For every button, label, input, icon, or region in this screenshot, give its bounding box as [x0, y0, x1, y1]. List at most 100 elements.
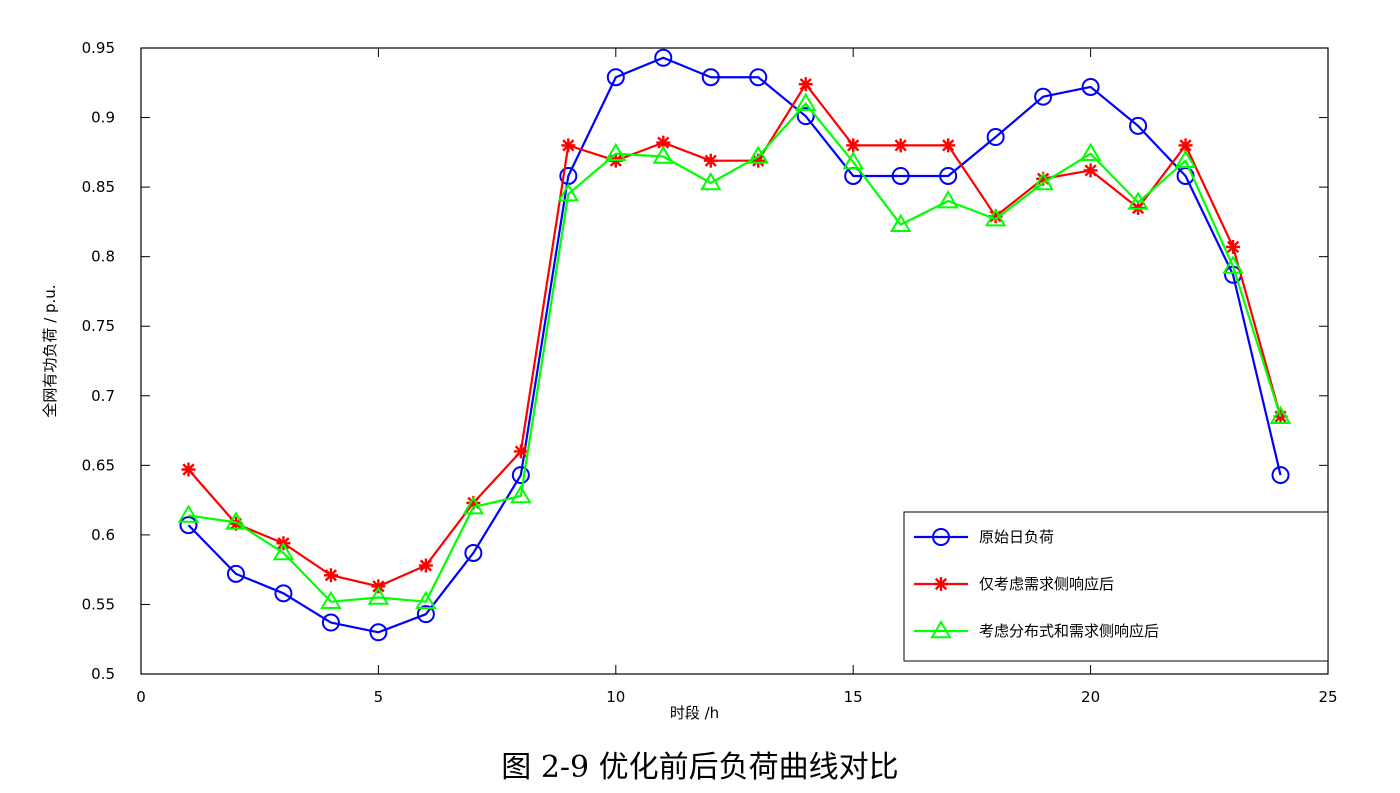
data-point — [889, 213, 912, 232]
star-stroke — [942, 139, 955, 152]
star-stroke — [372, 580, 385, 593]
data-point — [510, 484, 532, 504]
data-point — [751, 153, 766, 168]
y-tick-label: 0.9 — [91, 109, 115, 127]
legend-label: 考虑分布式和需求侧响应后 — [979, 622, 1159, 640]
star-stroke — [1084, 164, 1097, 177]
data-point — [272, 542, 295, 561]
data-point — [796, 107, 815, 126]
legend-item: 原始日负荷 — [914, 528, 1054, 546]
y-tick-label: 0.5 — [91, 665, 115, 683]
legend-box — [903, 511, 1329, 662]
data-point — [179, 516, 198, 535]
y-tick-label: 0.65 — [82, 456, 115, 474]
series-1 — [179, 48, 1290, 642]
y-tick-label: 0.55 — [82, 595, 115, 613]
y-tick-label: 0.85 — [82, 178, 115, 196]
star-stroke — [657, 136, 670, 149]
data-point — [937, 190, 959, 209]
star-stroke — [467, 496, 480, 509]
data-point — [1226, 239, 1241, 254]
data-point — [320, 590, 342, 609]
star-stroke — [1179, 139, 1192, 152]
star-stroke — [1226, 240, 1240, 254]
data-point — [1032, 171, 1054, 191]
star-stroke — [894, 139, 907, 152]
data-point — [893, 138, 908, 153]
star-stroke — [514, 445, 527, 458]
data-point — [703, 153, 718, 168]
star-stroke — [934, 577, 948, 591]
data-point — [177, 504, 200, 523]
data-point — [371, 579, 386, 594]
series-line — [187, 83, 1282, 588]
star-stroke — [799, 78, 812, 91]
data-point — [225, 511, 247, 530]
star-stroke — [1037, 172, 1050, 185]
data-point — [416, 605, 435, 624]
data-point — [415, 590, 437, 609]
data-point — [367, 586, 390, 605]
y-tick-label: 0.8 — [91, 248, 115, 266]
data-point — [1129, 116, 1148, 135]
legend-marker — [932, 528, 950, 546]
legend-item: 考虑分布式和需求侧响应后 — [914, 620, 1159, 640]
data-point — [798, 77, 813, 92]
y-tick-label: 0.95 — [82, 39, 115, 57]
data-point — [1034, 87, 1053, 106]
data-point — [1127, 191, 1149, 210]
data-point — [181, 462, 196, 477]
data-point — [369, 623, 388, 642]
data-point — [654, 48, 673, 67]
legend-label: 原始日负荷 — [979, 528, 1054, 546]
data-point — [984, 208, 1007, 227]
star-stroke — [324, 569, 338, 582]
line-chart: 0 5 10 15 20 25 0.5 0.55 0.6 0.65 0.7 0.75 0.8 0.85 0.… — [41, 39, 1338, 722]
x-axis-label: 时段 /h — [670, 704, 719, 722]
legend-label: 仅考虑需求侧响应后 — [979, 575, 1114, 593]
x-tick-label: 5 — [374, 688, 384, 706]
y-tick-label: 0.75 — [82, 317, 115, 335]
data-point — [1079, 142, 1102, 162]
data-point — [418, 558, 433, 573]
data-point — [323, 568, 338, 583]
data-point — [652, 145, 675, 164]
x-tick-label: 15 — [844, 688, 863, 706]
x-tick-label: 0 — [136, 688, 146, 706]
star-stroke — [847, 139, 860, 152]
data-point — [1083, 163, 1098, 178]
data-point — [749, 68, 768, 87]
data-point — [846, 138, 861, 153]
data-point — [226, 564, 245, 583]
data-point — [700, 171, 722, 191]
plot-frame — [140, 47, 1329, 675]
data-point — [747, 145, 769, 164]
star-stroke — [752, 154, 765, 167]
star-stroke — [419, 559, 432, 572]
y-axis-label: 全网有功负荷 / p.u. — [41, 284, 59, 417]
data-point — [511, 466, 530, 485]
data-point — [557, 183, 580, 202]
series-3 — [177, 92, 1292, 609]
data-point — [1081, 77, 1100, 96]
star-stroke — [989, 210, 1002, 223]
legend-marker — [930, 620, 952, 639]
data-point — [941, 138, 956, 153]
y-tick-label: 0.6 — [91, 526, 115, 544]
legend-item: 仅考虑需求侧响应后 — [914, 575, 1114, 593]
data-point — [605, 142, 627, 162]
data-point — [1271, 466, 1290, 485]
data-point — [842, 151, 864, 170]
data-point — [891, 166, 910, 185]
data-point — [701, 68, 720, 87]
legend-marker — [934, 577, 948, 591]
y-tick-label: 0.7 — [91, 387, 115, 405]
star-stroke — [182, 463, 195, 476]
data-point — [513, 444, 528, 459]
data-point — [606, 68, 625, 87]
x-tick-label: 10 — [606, 688, 625, 706]
x-tick-label: 25 — [1318, 688, 1337, 706]
data-point — [274, 584, 293, 603]
data-point — [656, 135, 671, 150]
